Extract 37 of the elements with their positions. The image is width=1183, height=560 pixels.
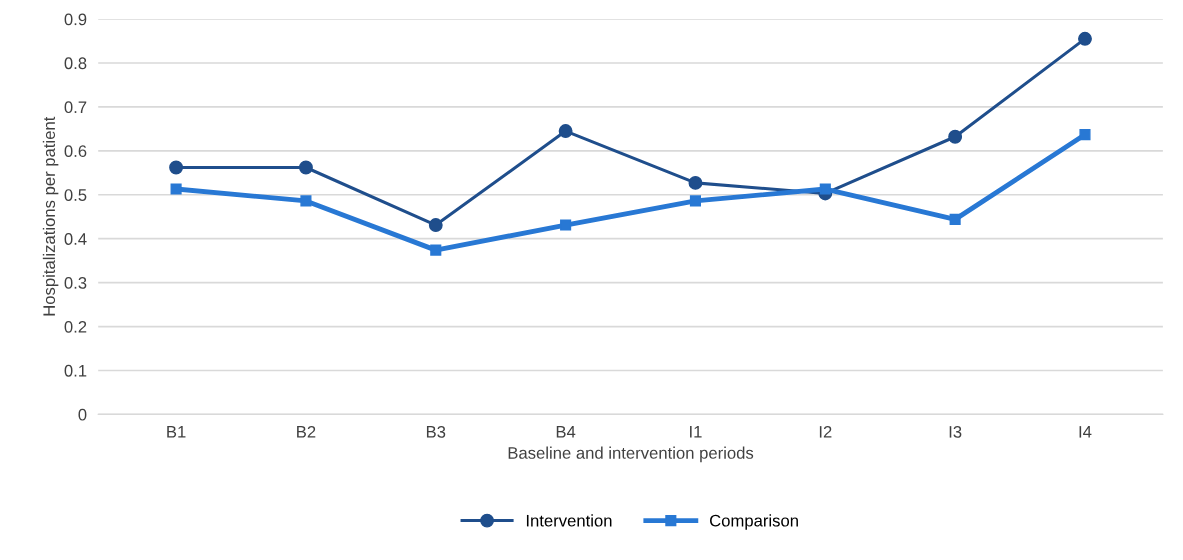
y-tick-label: 0.8: [64, 57, 87, 70]
x-tick-label: I4: [1079, 426, 1092, 438]
legend-label: Intervention: [526, 514, 612, 527]
point: [949, 213, 961, 225]
point: [170, 183, 182, 195]
point: [430, 244, 442, 256]
x-tick-label: B1: [167, 426, 186, 438]
x-tick-label: B2: [297, 425, 316, 438]
point: [948, 129, 963, 144]
x-tick-label: I2: [819, 425, 832, 438]
y-tick-label: 0: [78, 408, 87, 421]
legend-label: Comparison: [710, 514, 798, 530]
x-tick-label: I3: [949, 425, 962, 438]
y-tick-label: 0.2: [64, 320, 87, 333]
x-tick-label: B3: [426, 425, 446, 438]
point: [169, 160, 184, 175]
point: [1078, 31, 1092, 46]
x-axis-title: Baseline and intervention periods: [508, 446, 754, 463]
y-tick-label: 0.7: [64, 101, 87, 114]
x-tick-label: B4: [556, 426, 576, 438]
y-tick-label: 0.9: [64, 13, 87, 26]
point: [300, 195, 312, 207]
y-tick-label: 0.5: [64, 189, 87, 201]
point: [558, 124, 573, 139]
y-axis-title: Hospitalizations per patient: [42, 116, 59, 316]
point: [560, 219, 572, 231]
y-tick-label: 0.4: [64, 233, 87, 245]
y-tick-label: 0.3: [64, 277, 87, 289]
y-tick-label: 0.1: [64, 364, 87, 377]
x-tick-label: I1: [690, 426, 702, 438]
point: [689, 195, 702, 207]
point: [428, 218, 443, 233]
point: [1079, 129, 1091, 141]
point: [819, 183, 831, 195]
point: [298, 160, 313, 175]
point: [688, 175, 703, 190]
y-tick-label: 0.6: [64, 145, 87, 158]
